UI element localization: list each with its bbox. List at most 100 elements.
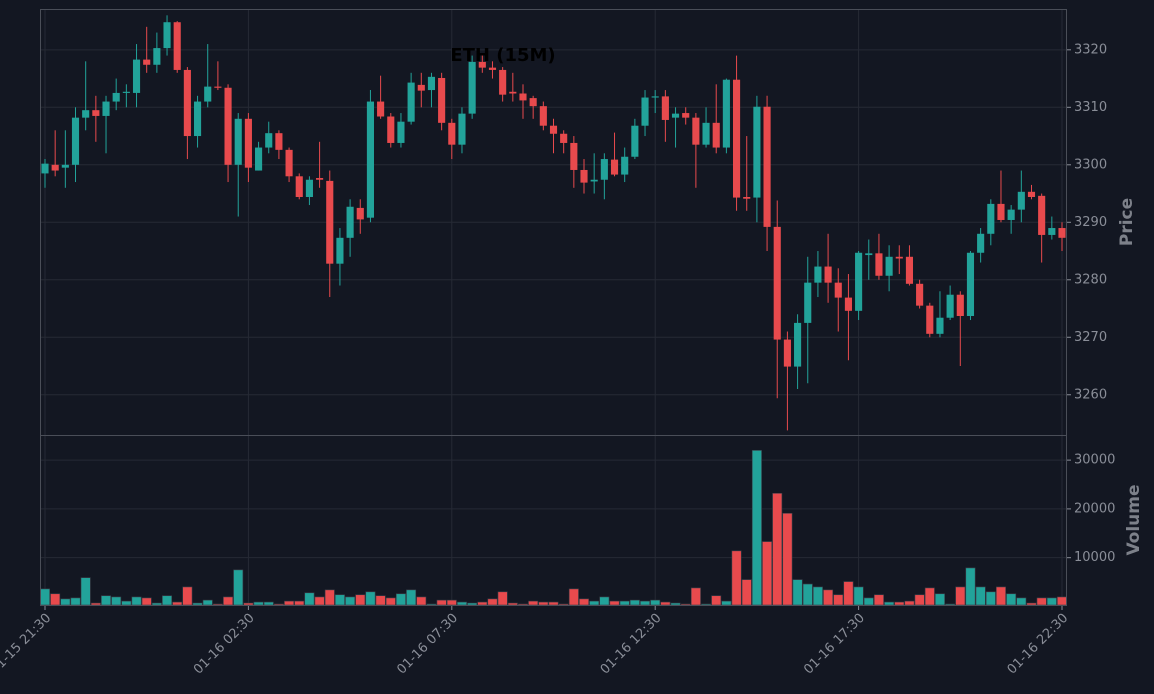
- candle-body: [773, 226, 781, 340]
- candle-body: [224, 87, 232, 165]
- volume-bar: [273, 603, 284, 606]
- candle-body: [794, 322, 802, 367]
- volume-bar: [1057, 596, 1067, 606]
- volume-bar: [701, 603, 712, 606]
- volume-bar: [568, 588, 579, 606]
- volume-bar: [894, 601, 905, 606]
- candle-body: [926, 305, 934, 334]
- candle-body: [600, 159, 608, 180]
- y-tick-label: 3310: [1074, 100, 1107, 115]
- volume-bar: [385, 597, 396, 606]
- candle-body: [122, 91, 130, 93]
- candle-body: [71, 117, 80, 165]
- volume-bar: [477, 601, 488, 606]
- volume-bar: [1016, 597, 1027, 606]
- candle-body: [397, 121, 405, 143]
- candle-body: [336, 237, 344, 264]
- volume-bar: [1046, 597, 1057, 606]
- volume-bar: [965, 567, 976, 606]
- candle-body: [529, 98, 537, 107]
- volume-bar: [528, 600, 539, 606]
- volume-bar: [436, 599, 447, 606]
- y-tick-label: 3270: [1074, 330, 1107, 345]
- volume-bar: [212, 603, 223, 606]
- candle-body: [733, 79, 741, 198]
- candle-body: [448, 122, 456, 145]
- candle-body: [946, 294, 954, 318]
- candle-body: [804, 282, 812, 323]
- volume-bar: [579, 598, 589, 606]
- candle-body: [163, 22, 171, 49]
- candle-body: [865, 253, 873, 256]
- candle-body: [295, 176, 303, 197]
- candle-body: [132, 59, 141, 93]
- volume-bar: [446, 599, 457, 606]
- candle-body: [346, 206, 354, 238]
- candle-body: [143, 59, 151, 65]
- volume-bar: [629, 599, 640, 606]
- volume-bar: [934, 593, 945, 606]
- candle-body: [692, 117, 700, 145]
- candle-body: [51, 164, 59, 171]
- volume-bar: [101, 595, 111, 606]
- candle-body: [275, 133, 283, 150]
- volume-bar: [284, 600, 295, 606]
- candle-body: [590, 179, 598, 182]
- candle-body: [153, 48, 161, 65]
- volume-bar: [294, 600, 305, 606]
- volume-bar: [823, 589, 834, 606]
- candle-body: [407, 82, 415, 122]
- volume-bar: [202, 599, 213, 606]
- volume-bar: [1006, 593, 1017, 606]
- volume-bar: [1026, 602, 1037, 606]
- volume-bar: [314, 596, 325, 606]
- candle-body: [753, 106, 761, 198]
- volume-bar: [304, 592, 315, 606]
- volume-bar: [456, 601, 467, 606]
- volume-bar: [223, 596, 234, 606]
- candle-body: [834, 282, 842, 298]
- volume-bar: [426, 603, 437, 606]
- volume-bar: [263, 601, 274, 606]
- volume-bar: [131, 596, 142, 606]
- volume-bar: [548, 601, 559, 606]
- volume-bar: [772, 492, 783, 606]
- volume-bar: [121, 600, 132, 606]
- volume-bar: [711, 595, 722, 606]
- candle-body: [417, 84, 425, 91]
- volume-bar: [812, 586, 823, 606]
- volume-bar: [70, 597, 81, 606]
- volume-bar: [324, 589, 335, 606]
- y-tick-label: 3260: [1074, 387, 1107, 402]
- candle-body: [875, 253, 883, 276]
- candle-body: [936, 317, 944, 334]
- candle-body: [844, 297, 852, 311]
- volume-bar: [599, 596, 610, 606]
- volume-bar: [233, 569, 244, 606]
- candle-body: [82, 110, 90, 118]
- volume-bar: [395, 593, 406, 606]
- volume-bar: [497, 591, 508, 606]
- candle-body: [1048, 228, 1056, 235]
- candle-body: [682, 113, 690, 118]
- volume-axis-label: Volume: [1124, 484, 1144, 555]
- candle-body: [234, 118, 242, 165]
- volume-bar: [609, 600, 620, 606]
- volume-bar: [660, 601, 671, 606]
- candle-body: [824, 266, 832, 283]
- volume-bar: [996, 586, 1006, 606]
- candle-body: [1007, 209, 1015, 220]
- volume-bar: [792, 579, 803, 606]
- candle-body: [763, 106, 771, 227]
- volume-bar: [345, 596, 356, 606]
- volume-bar: [833, 594, 844, 606]
- candle-body: [702, 122, 710, 145]
- volume-bar: [985, 591, 996, 606]
- volume-frame: [40, 435, 1067, 606]
- candle-body: [356, 207, 364, 220]
- candle-body: [661, 96, 669, 120]
- candle-body: [885, 256, 893, 276]
- candle-body: [621, 156, 629, 175]
